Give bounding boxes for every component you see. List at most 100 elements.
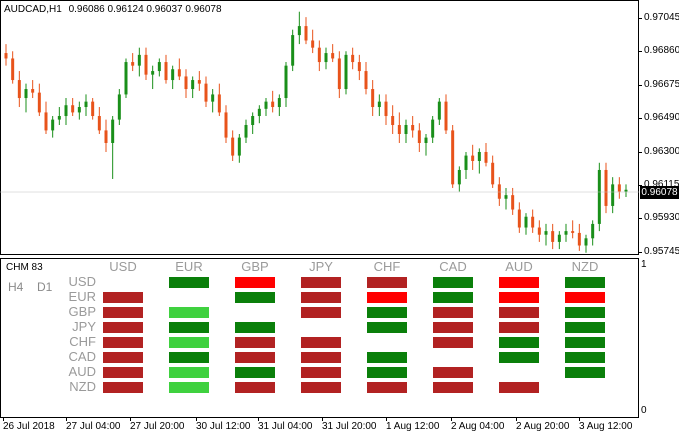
candle-body: [471, 155, 475, 161]
strength-cell: [103, 352, 143, 363]
strength-cell: [565, 352, 605, 363]
strength-cell: [433, 292, 473, 303]
candle-body: [204, 83, 208, 102]
time-tick: [130, 418, 131, 421]
time-tick: [322, 418, 323, 421]
strength-cell: [235, 352, 275, 363]
candle-body: [257, 108, 261, 117]
candle-body: [137, 54, 141, 66]
candle-body: [504, 195, 508, 199]
column-header-eur: EUR: [175, 259, 203, 274]
price-axis-label: 0.95930: [644, 212, 679, 224]
candle-body: [511, 195, 515, 210]
strength-cell: [367, 367, 407, 378]
candle-body: [171, 69, 175, 81]
time-axis-label: 26 Jul 2018: [3, 421, 55, 432]
indicator-name: CHM 83: [6, 262, 43, 273]
candle-body: [517, 209, 521, 228]
time-tick: [579, 418, 580, 421]
row-header-chf: CHF: [69, 334, 96, 349]
candle-body: [444, 101, 448, 131]
row-header-gbp: GBP: [68, 304, 96, 319]
time-axis-label: 30 Jul 12:00: [196, 421, 251, 432]
time-tick: [66, 418, 67, 421]
candle-body: [284, 65, 288, 99]
strength-cell: [565, 322, 605, 333]
candle-body: [197, 80, 201, 84]
time-tick: [386, 418, 387, 421]
candle-body: [191, 80, 195, 90]
strength-cell: [301, 367, 341, 378]
candle-body: [531, 216, 535, 228]
candle-body: [464, 155, 468, 170]
strength-cell: [499, 382, 539, 393]
time-tick: [196, 418, 197, 421]
candle-body: [84, 101, 88, 108]
strength-cell: [565, 277, 605, 288]
time-axis-label: 31 Jul 20:00: [322, 421, 377, 432]
strength-cell: [169, 322, 209, 333]
column-header-nzd: NZD: [571, 259, 599, 274]
candle-body: [291, 35, 295, 66]
price-axis-label: 0.95745: [644, 245, 679, 257]
candle-body: [617, 184, 621, 192]
strength-cell: [103, 382, 143, 393]
candle-body: [217, 94, 221, 113]
time-axis-label: 2 Aug 04:00: [451, 421, 505, 432]
candle-body: [391, 116, 395, 126]
column-header-aud: AUD: [505, 259, 533, 274]
strength-cell: [367, 292, 407, 303]
price-tick: [639, 151, 642, 153]
chart-title: AUDCAD,H1 0.96086 0.96124 0.96037 0.9607…: [4, 4, 222, 15]
strength-cell: [367, 382, 407, 393]
candle-body: [104, 130, 108, 143]
candle-body: [244, 125, 248, 138]
chart-symbol: AUDCAD,H1: [4, 4, 62, 15]
time-tick: [258, 418, 259, 421]
strength-cell: [433, 367, 473, 378]
time-axis-label: 2 Aug 20:00: [516, 421, 570, 432]
time-axis-label: 27 Jul 20:00: [130, 421, 185, 432]
time-tick: [3, 418, 4, 421]
timeframe-d1[interactable]: D1: [37, 280, 53, 294]
candle-body: [57, 116, 61, 120]
candle-body: [557, 234, 561, 242]
candle-body: [497, 184, 501, 199]
strength-cell: [103, 367, 143, 378]
candle-body: [437, 101, 441, 120]
column-header-usd: USD: [109, 259, 137, 274]
candle-body: [264, 101, 268, 109]
strength-cell: [301, 337, 341, 348]
strength-cell: [103, 337, 143, 348]
price-chart-pane[interactable]: [0, 0, 639, 255]
strength-cell: [235, 322, 275, 333]
indicator-pane[interactable]: [0, 258, 639, 418]
strength-cell: [499, 352, 539, 363]
candle-body: [491, 162, 495, 185]
strength-cell: [499, 337, 539, 348]
candle-body: [537, 227, 541, 235]
strength-cell: [499, 292, 539, 303]
price-axis-label: 0.96675: [644, 78, 679, 90]
strength-cell: [367, 307, 407, 318]
strength-cell: [565, 337, 605, 348]
row-header-jpy: JPY: [72, 319, 96, 334]
candle-body: [624, 189, 628, 192]
price-axis-label: 0.96115: [644, 179, 679, 190]
candle-body: [131, 62, 135, 66]
strength-cell: [499, 322, 539, 333]
time-tick: [516, 418, 517, 421]
candle-body: [224, 112, 228, 138]
strength-cell: [367, 352, 407, 363]
candle-body: [571, 231, 575, 233]
candle-body: [4, 53, 8, 59]
strength-cell: [367, 277, 407, 288]
candle-body: [544, 231, 548, 235]
candle-body: [484, 151, 488, 163]
candle-body: [344, 54, 348, 90]
row-header-cad: CAD: [68, 349, 96, 364]
candle-body: [377, 101, 381, 108]
candle-body: [577, 232, 581, 246]
indicator-axis-top: 1: [641, 259, 647, 270]
timeframe-h4[interactable]: H4: [8, 280, 24, 294]
